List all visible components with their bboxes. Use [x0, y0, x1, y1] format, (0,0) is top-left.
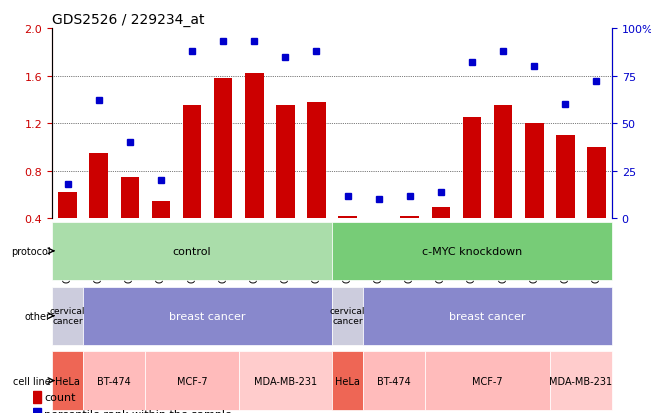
Text: percentile rank within the sample: percentile rank within the sample: [44, 409, 232, 413]
FancyBboxPatch shape: [332, 222, 612, 280]
Bar: [245, 74, 264, 219]
Text: MCF-7: MCF-7: [176, 376, 208, 386]
Bar: [89, 154, 108, 219]
Text: MCF-7: MCF-7: [472, 376, 503, 386]
Bar: [525, 124, 544, 219]
Text: count: count: [44, 392, 76, 402]
Text: BT-474: BT-474: [378, 376, 411, 386]
Bar: [369, 219, 388, 221]
Bar: [463, 118, 481, 219]
Bar: [587, 147, 605, 219]
FancyBboxPatch shape: [83, 287, 332, 345]
Bar: [307, 102, 326, 219]
FancyBboxPatch shape: [83, 351, 145, 410]
FancyBboxPatch shape: [363, 287, 612, 345]
Bar: [33, 408, 41, 413]
Text: other: other: [25, 311, 51, 321]
FancyBboxPatch shape: [332, 351, 363, 410]
Bar: [339, 216, 357, 219]
FancyBboxPatch shape: [549, 351, 612, 410]
Text: MDA-MB-231: MDA-MB-231: [549, 376, 613, 386]
Bar: [400, 216, 419, 219]
FancyBboxPatch shape: [145, 351, 239, 410]
FancyBboxPatch shape: [332, 287, 363, 345]
Text: cell line: cell line: [13, 376, 51, 386]
Text: GDS2526 / 229234_at: GDS2526 / 229234_at: [52, 12, 204, 26]
Bar: [432, 207, 450, 219]
Text: HeLa: HeLa: [335, 376, 360, 386]
FancyBboxPatch shape: [239, 351, 332, 410]
Text: MDA-MB-231: MDA-MB-231: [254, 376, 317, 386]
Text: control: control: [173, 246, 212, 256]
Text: breast cancer: breast cancer: [449, 311, 526, 321]
Bar: [33, 392, 41, 403]
Text: cervical
cancer: cervical cancer: [50, 306, 85, 325]
Text: HeLa: HeLa: [55, 376, 80, 386]
FancyBboxPatch shape: [425, 351, 549, 410]
Text: breast cancer: breast cancer: [169, 311, 246, 321]
Text: c-MYC knockdown: c-MYC knockdown: [422, 246, 522, 256]
Text: BT-474: BT-474: [98, 376, 131, 386]
Bar: [152, 201, 171, 219]
FancyBboxPatch shape: [52, 287, 83, 345]
Text: cervical
cancer: cervical cancer: [330, 306, 365, 325]
Bar: [59, 193, 77, 219]
Bar: [183, 106, 201, 219]
Bar: [214, 79, 232, 219]
Bar: [120, 177, 139, 219]
FancyBboxPatch shape: [52, 222, 332, 280]
Bar: [276, 106, 295, 219]
Bar: [493, 106, 512, 219]
FancyBboxPatch shape: [52, 351, 83, 410]
Text: protocol: protocol: [11, 246, 51, 256]
Bar: [556, 136, 575, 219]
FancyBboxPatch shape: [363, 351, 425, 410]
